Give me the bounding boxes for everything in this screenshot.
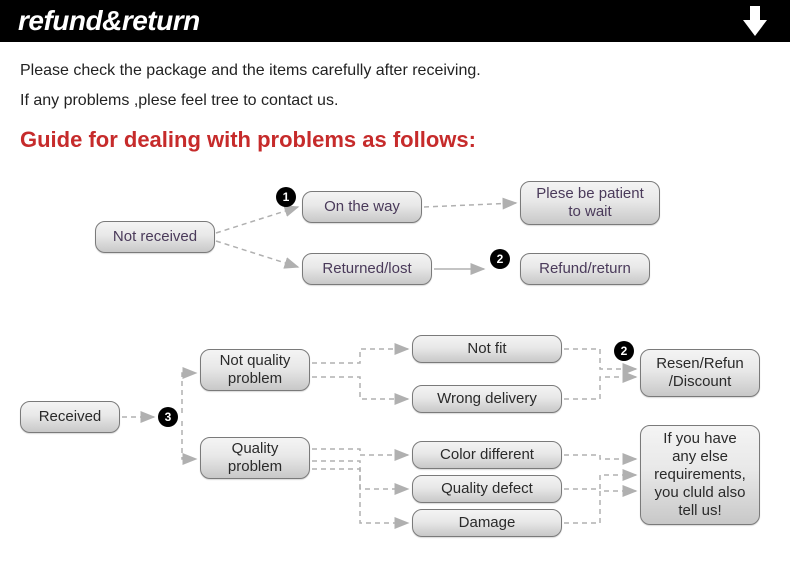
flow-badge-b3: 3 — [158, 407, 178, 427]
flowchart-canvas: Not received On the way Plese be patient t… — [0, 163, 790, 583]
flow-arrow-1 — [216, 241, 298, 267]
flow-node-anything-else: If you have any else requirements, you c… — [640, 425, 760, 525]
intro-line-1: Please check the package and the items c… — [20, 58, 770, 84]
flow-arrow-5 — [182, 373, 196, 413]
flow-node-color-diff: Color different — [412, 441, 562, 469]
header-title: refund&return — [0, 5, 200, 37]
intro-block: Please check the package and the items c… — [0, 42, 790, 123]
flow-arrow-11 — [312, 469, 408, 523]
down-arrow-icon — [738, 4, 772, 43]
guide-title: Guide for dealing with problems as follo… — [0, 123, 790, 163]
flow-arrow-15 — [564, 475, 636, 489]
flow-arrow-8 — [312, 377, 408, 399]
flow-arrow-0 — [216, 207, 298, 233]
flow-node-not-fit: Not fit — [412, 335, 562, 363]
flow-node-please-wait: Plese be patient to wait — [520, 181, 660, 225]
flow-arrow-10 — [312, 461, 408, 489]
flow-node-quality-defect: Quality defect — [412, 475, 562, 503]
flow-node-resend: Resen/Refun /Discount — [640, 349, 760, 397]
flow-node-not-received: Not received — [95, 221, 215, 253]
flow-arrow-6 — [182, 421, 196, 459]
flow-arrow-14 — [564, 455, 636, 459]
flow-node-damage: Damage — [412, 509, 562, 537]
flow-badge-b4: 2 — [614, 341, 634, 361]
flow-arrow-7 — [312, 349, 408, 363]
flow-badge-b1: 1 — [276, 187, 296, 207]
flow-arrow-13 — [564, 377, 636, 399]
intro-line-2: If any problems ,plese feel tree to cont… — [20, 88, 770, 114]
flow-node-on-the-way: On the way — [302, 191, 422, 223]
header-bar: refund&return — [0, 0, 790, 42]
flow-node-returned-lost: Returned/lost — [302, 253, 432, 285]
flow-node-refund-return: Refund/return — [520, 253, 650, 285]
flow-arrow-16 — [564, 491, 636, 523]
flow-node-received: Received — [20, 401, 120, 433]
flow-node-not-quality: Not quality problem — [200, 349, 310, 391]
flow-badge-b2: 2 — [490, 249, 510, 269]
flow-node-wrong-delivery: Wrong delivery — [412, 385, 562, 413]
flow-arrow-9 — [312, 449, 408, 455]
flow-node-quality: Quality problem — [200, 437, 310, 479]
flow-arrow-2 — [424, 203, 516, 207]
